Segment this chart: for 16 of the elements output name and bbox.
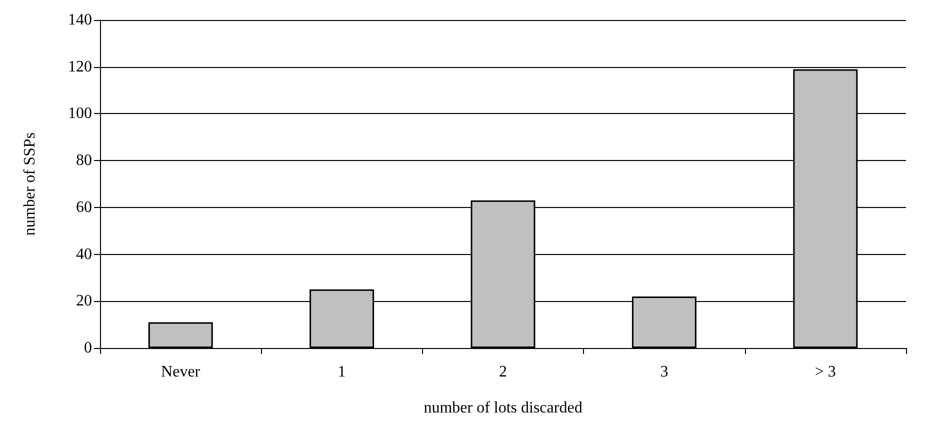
bar: [148, 322, 213, 348]
x-tick-label: 1: [338, 364, 346, 380]
y-tick-label: 60: [76, 198, 92, 216]
y-tick-label: 100: [68, 105, 92, 122]
y-axis-title: number of SSPs: [22, 132, 38, 236]
y-tick-label: 80: [76, 152, 92, 170]
x-tick-label: > 3: [814, 364, 836, 380]
y-tick-label: 0: [84, 340, 92, 356]
x-tick-label: 2: [499, 364, 507, 380]
y-tick-label: 120: [68, 58, 92, 76]
x-axis-title: number of lots discarded: [424, 400, 582, 416]
y-tick-label: 140: [68, 12, 92, 28]
x-tick-label: 3: [660, 364, 668, 380]
x-tick-label: Never: [161, 364, 201, 380]
y-tick-label: 20: [76, 292, 92, 310]
y-tick-label: 40: [76, 246, 92, 263]
